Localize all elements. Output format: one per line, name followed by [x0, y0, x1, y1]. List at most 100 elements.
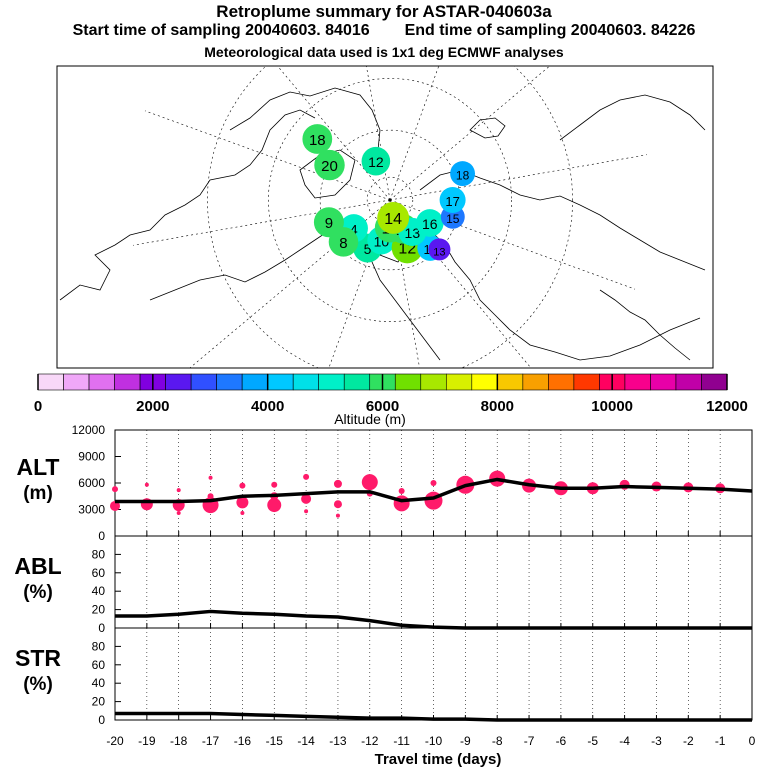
series-line	[115, 711, 752, 722]
coast-eurasia-south	[429, 229, 701, 361]
x-tick-label: -15	[266, 734, 284, 748]
colorbar-tick-label: 8000	[481, 398, 514, 415]
plume-day-label: 15	[446, 212, 460, 226]
y-tick-label: 20	[92, 603, 106, 617]
plume-blob	[415, 209, 444, 237]
x-tick-label: -9	[460, 734, 471, 748]
colorbar-tick-label: 6000	[366, 398, 399, 415]
colorbar-tick-label: 10000	[591, 398, 633, 415]
x-tick-label: -20	[106, 734, 124, 748]
colorbar-cell	[190, 373, 217, 391]
altitude-marker	[176, 488, 181, 493]
plume-blob	[302, 124, 333, 154]
altitude-marker	[144, 482, 149, 487]
end-time-label: End time of sampling 20040603. 84226	[404, 22, 696, 39]
plume-day-label: 18	[309, 132, 326, 149]
colorbar-tick-label: 12000	[706, 398, 748, 415]
x-axis: Travel time (days) -20 -19 -18 -17 -16 -15 -14…	[106, 734, 755, 768]
colorbar-cell	[471, 373, 498, 391]
x-tick-label: -2	[683, 734, 694, 748]
y-axis-unit: (%)	[23, 582, 53, 603]
colorbar-cell	[267, 373, 294, 391]
plume-day-label: 17	[445, 194, 459, 209]
meridian-line	[389, 199, 420, 368]
plume-day-label: 4	[350, 221, 358, 237]
altitude-marker	[208, 475, 213, 480]
x-axis-title: Travel time (days)	[375, 751, 502, 768]
altitude-marker	[110, 500, 120, 511]
meridian-line	[366, 66, 391, 201]
colorbar-tick-labels: 0 2000 4000 6000 8000 10000 12000	[34, 374, 748, 415]
y-tick-label: 9000	[78, 450, 105, 464]
altitude-marker	[236, 496, 249, 509]
panel-abl: 0 20 40 60 80 ABL (%)	[14, 535, 753, 635]
altitude-marker	[271, 481, 278, 488]
meridian-line	[389, 66, 440, 201]
y-tick-label: 80	[92, 639, 106, 653]
colorbar-cell	[522, 373, 549, 391]
altitude-marker	[240, 511, 245, 516]
colorbar-cell	[394, 373, 422, 391]
map-panel: 5410891211131011131416151718201812	[56, 65, 714, 369]
y-tick-label: 80	[92, 547, 106, 561]
meridian-line	[389, 154, 647, 201]
colorbar-cell	[420, 373, 447, 391]
colorbar-cell	[343, 373, 371, 391]
x-tick-label: -6	[556, 734, 567, 748]
colorbar-cell	[114, 373, 141, 391]
panel-alt: 0 3000 6000 9000 12000 ALT (m)	[16, 423, 753, 543]
y-tick-label: 20	[92, 695, 106, 709]
meridian-line	[389, 66, 551, 201]
altitude-marker	[335, 513, 340, 518]
y-axis-label: STR	[15, 645, 61, 671]
x-tick-label: -13	[329, 734, 347, 748]
x-tick-label: -14	[297, 734, 315, 748]
altitude-marker	[239, 482, 246, 489]
x-tick-label: -8	[492, 734, 503, 748]
plume-day-label: 8	[339, 235, 347, 252]
plume-day-label: 18	[456, 169, 470, 183]
x-tick-label: -12	[361, 734, 379, 748]
meridian-line	[144, 110, 391, 201]
altitude-marker	[112, 486, 118, 493]
x-tick-label: -1	[715, 734, 726, 748]
x-tick-label: -5	[587, 734, 598, 748]
plume-blob	[314, 149, 345, 181]
x-tick-label: -10	[425, 734, 443, 748]
altitude-marker	[361, 474, 378, 491]
x-tick-label: -16	[234, 734, 252, 748]
x-tick-label: 0	[749, 734, 756, 748]
colorbar-cell	[445, 373, 473, 391]
plume-blob	[450, 161, 476, 187]
latitude-circle	[207, 66, 573, 368]
colorbar-tick-label: 0	[34, 398, 42, 415]
colorbar-cell	[650, 373, 677, 391]
y-tick-label: 0	[98, 713, 105, 727]
y-tick-label: 0	[98, 529, 105, 543]
altitude-marker	[301, 493, 312, 504]
plume-blob	[439, 186, 466, 214]
colorbar-cell	[318, 373, 345, 391]
y-tick-label: 40	[92, 676, 106, 690]
altitude-marker	[207, 493, 214, 500]
colorbar-cell	[88, 373, 115, 391]
x-tick-label: -18	[170, 734, 188, 748]
coast-svalbard	[469, 117, 506, 139]
meridian-line	[277, 66, 391, 201]
y-axis-unit: (%)	[23, 674, 53, 695]
plume-day-label: 9	[325, 215, 333, 232]
plume-day-label: 14	[384, 211, 402, 228]
colorbar-cell	[573, 373, 600, 391]
panel-str: 0 20 40 60 80 STR (%)	[15, 627, 753, 727]
y-tick-label: 60	[92, 566, 106, 580]
altitude-marker	[304, 509, 309, 514]
colorbar-cell	[292, 373, 320, 391]
map-content: 5410891211131011131416151718201812	[59, 66, 706, 368]
sampling-times: Start time of sampling 20040603. 84016 E…	[0, 22, 768, 40]
plume-day-label: 13	[405, 225, 421, 241]
meridian-line	[190, 199, 391, 368]
plume-blob	[377, 202, 410, 234]
colorbar-cell	[37, 373, 64, 391]
meridian-line	[389, 199, 636, 290]
coast-north-america	[59, 109, 316, 301]
